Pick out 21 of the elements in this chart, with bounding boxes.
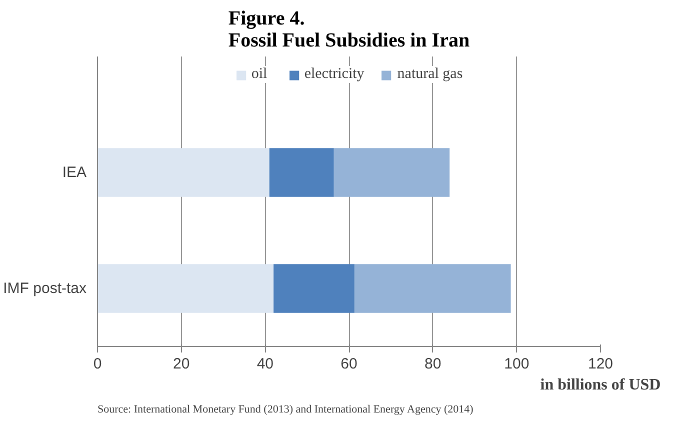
x-tick-label: 100 [504, 356, 530, 372]
chart-title: Figure 4. Fossil Fuel Subsidies in Iran [228, 8, 470, 52]
x-axis-title: in billions of USD [540, 376, 661, 394]
x-tick-label: 40 [256, 356, 274, 372]
legend-label: oil [251, 66, 268, 83]
y-tick-label: IMF post-tax [3, 280, 87, 297]
x-tick-label: 20 [172, 356, 190, 372]
x-tick-label: 60 [340, 356, 358, 372]
x-tick-label: 80 [424, 356, 442, 372]
legend-label: electricity [304, 66, 364, 83]
bar [274, 264, 354, 313]
bar [354, 264, 511, 313]
bar [269, 148, 334, 197]
legend-label: natural gas [397, 66, 463, 83]
x-tick-label: 0 [93, 356, 102, 372]
x-tick-label: 120 [588, 356, 614, 372]
bar [98, 148, 270, 197]
y-tick-label: IEA [62, 164, 87, 181]
source-note: Source: International Monetary Fund (2013) and International Energy Agency (2014) [98, 404, 474, 416]
bar [98, 264, 274, 313]
bar [334, 148, 450, 197]
